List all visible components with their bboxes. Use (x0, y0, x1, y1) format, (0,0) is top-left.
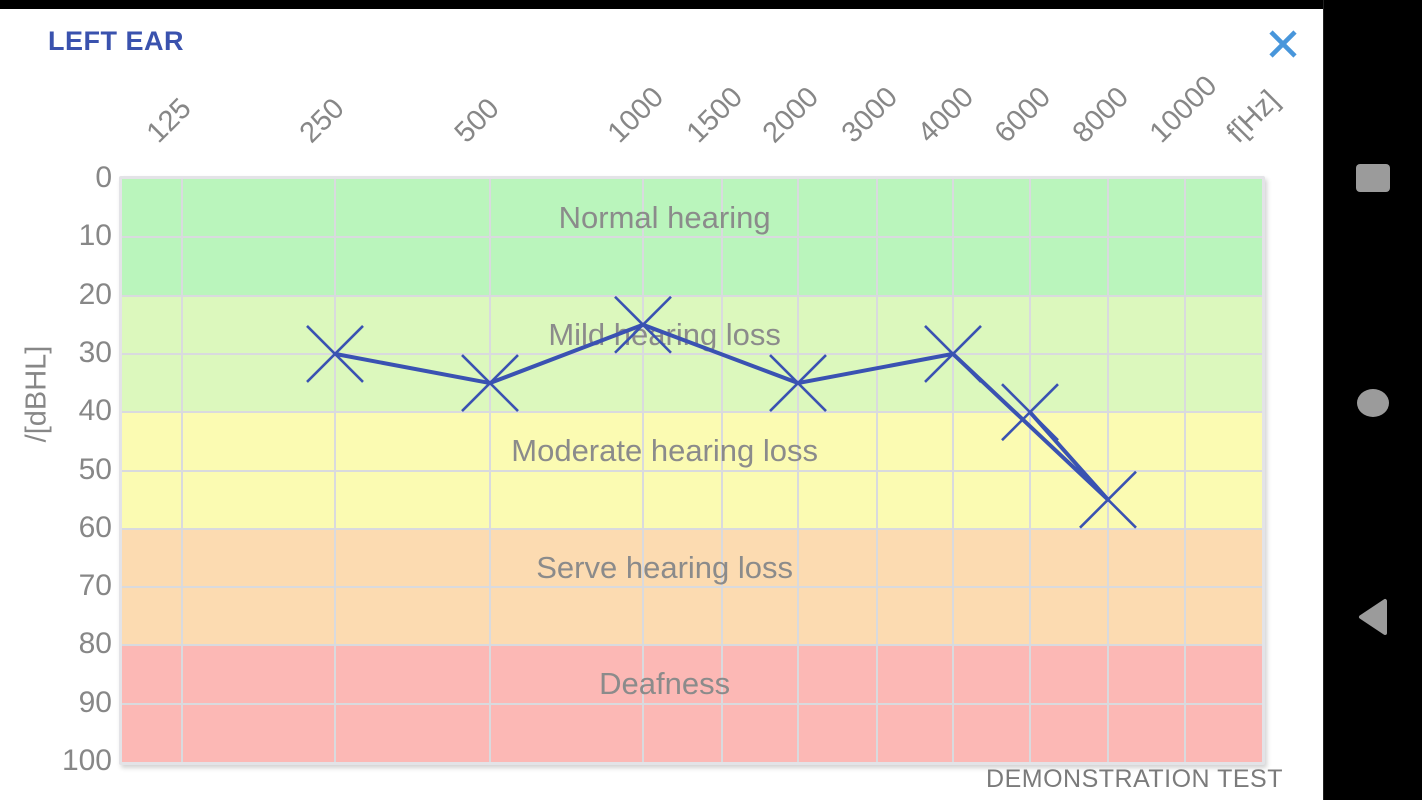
horizontal-gridline (122, 527, 1262, 530)
y-tick-label: 50 (78, 452, 112, 486)
y-tick-label: 0 (95, 161, 112, 194)
band-label: Moderate hearing loss (511, 433, 818, 469)
close-x-icon (1269, 30, 1297, 58)
circle-icon (1357, 389, 1389, 417)
y-tick-label: 80 (78, 627, 112, 661)
close-button[interactable] (1264, 25, 1302, 63)
horizontal-gridline (122, 469, 1262, 472)
audiogram-plot[interactable]: Normal hearing Mild hearing loss Moderate … (119, 176, 1265, 765)
square-icon (1356, 164, 1390, 192)
demonstration-watermark: DEMONSTRATION TEST (986, 765, 1283, 793)
recents-button[interactable] (1324, 143, 1422, 213)
x-marker[interactable] (306, 324, 364, 383)
audiogram-line-chart (306, 295, 1137, 529)
home-button[interactable] (1324, 368, 1422, 438)
x-marker[interactable] (461, 354, 519, 412)
y-tick-label: 10 (78, 219, 112, 253)
y-tick-label: 100 (61, 744, 112, 777)
horizontal-gridline (122, 294, 1262, 297)
x-marker[interactable] (924, 324, 982, 383)
threshold-polyline (334, 322, 1110, 502)
status-bar (0, 0, 1422, 9)
horizontal-gridline (122, 586, 1262, 589)
android-nav-bar (1323, 0, 1422, 800)
horizontal-gridline (122, 702, 1262, 705)
y-tick-label: 70 (78, 569, 112, 603)
x-marker[interactable] (1079, 470, 1137, 529)
band-label: Serve hearing loss (536, 549, 793, 585)
x-marker[interactable] (1001, 383, 1059, 442)
horizontal-gridline (122, 352, 1262, 355)
y-tick-label: 30 (78, 335, 112, 369)
x-marker[interactable] (614, 295, 672, 354)
x-marker[interactable] (769, 354, 827, 412)
y-tick-label: 60 (78, 510, 112, 544)
y-axis-title: /[dBHL] (20, 345, 53, 443)
horizontal-gridline (122, 644, 1262, 647)
horizontal-gridline (122, 236, 1262, 239)
horizontal-gridline (122, 411, 1262, 414)
triangle-icon (1359, 599, 1387, 635)
band-label: Deafness (599, 666, 731, 702)
page-title: LEFT EAR (48, 26, 184, 56)
y-tick-label: 90 (78, 685, 112, 719)
y-tick-label: 20 (78, 277, 112, 311)
band-label: Normal hearing (558, 200, 771, 235)
y-tick-label: 40 (78, 394, 112, 428)
back-button[interactable] (1324, 582, 1422, 652)
